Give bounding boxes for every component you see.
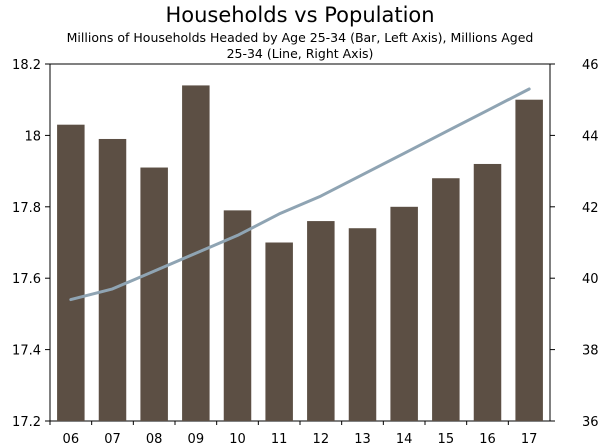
line-layer — [69, 87, 531, 302]
left-tick-label: 17.8 — [12, 201, 41, 216]
x-tick-label-13: 13 — [354, 432, 371, 447]
right-tick-label: 42 — [582, 201, 599, 216]
left-tick-label: 17.6 — [12, 272, 41, 287]
x-tick-label-10: 10 — [229, 432, 246, 447]
x-tick-label-11: 11 — [271, 432, 288, 447]
left-axis: 17.2 17.4 17.6 17.8 18 18.2 — [12, 58, 50, 430]
left-tick-label: 17.4 — [12, 344, 41, 359]
left-tick-label: 18 — [24, 129, 41, 144]
bars-layer — [57, 85, 543, 422]
bar-15 — [432, 178, 460, 421]
bar-12 — [307, 221, 335, 421]
x-tick-label-17: 17 — [521, 432, 538, 447]
bar-08 — [140, 167, 168, 421]
x-tick-label-08: 08 — [146, 432, 163, 447]
population-line — [69, 87, 531, 302]
x-axis: 06 07 08 09 10 11 12 13 14 15 16 17 — [49, 421, 538, 447]
left-tick-label: 18.2 — [12, 58, 41, 73]
x-tick-label-07: 07 — [104, 432, 121, 447]
x-tick-label-15: 15 — [438, 432, 455, 447]
bar-16 — [473, 163, 502, 421]
right-axis: 36 38 40 42 44 46 — [550, 58, 599, 430]
right-tick-label: 36 — [582, 415, 599, 430]
bar-13 — [348, 228, 377, 421]
right-tick-label: 46 — [582, 58, 599, 73]
right-tick-label: 38 — [582, 344, 599, 359]
x-tick-label-16: 16 — [479, 432, 496, 447]
chart-title: Households vs Population — [165, 3, 435, 27]
x-tick-label-12: 12 — [313, 432, 330, 447]
right-tick-label: 40 — [582, 272, 599, 287]
x-tick-label-09: 09 — [188, 432, 205, 447]
bar-14 — [390, 206, 418, 421]
left-tick-label: 17.2 — [12, 415, 41, 430]
bar-07 — [98, 138, 127, 421]
bar-10 — [223, 210, 252, 421]
right-tick-label: 44 — [582, 129, 599, 144]
bar-06 — [57, 124, 85, 421]
x-tick-label-06: 06 — [63, 432, 80, 447]
bar-17 — [515, 99, 543, 421]
chart-subtitle: Millions of Households Headed by Age 25-… — [66, 30, 534, 61]
x-tick-label-14: 14 — [396, 432, 413, 447]
bar-11 — [265, 242, 293, 421]
